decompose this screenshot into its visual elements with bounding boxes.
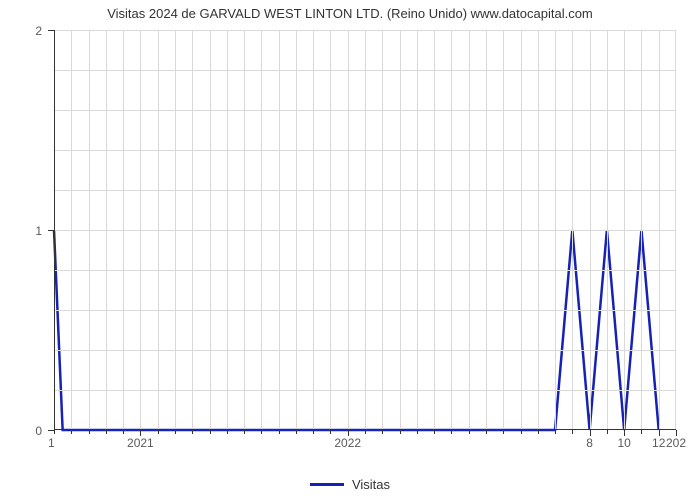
gridline-v bbox=[123, 30, 124, 430]
x-tick-minor bbox=[469, 430, 470, 434]
x-tick-minor bbox=[555, 430, 556, 434]
gridline-v bbox=[158, 30, 159, 430]
y-tick-label: 2 bbox=[0, 24, 42, 38]
x-tick-minor bbox=[572, 430, 573, 434]
y-axis bbox=[54, 30, 55, 430]
gridline-v bbox=[417, 30, 418, 430]
x-tick-minor bbox=[330, 430, 331, 434]
x-origin-label: 1 bbox=[48, 436, 68, 450]
legend-item-visitas: Visitas bbox=[310, 477, 390, 492]
gridline-v bbox=[313, 30, 314, 430]
plot-border-right bbox=[675, 30, 676, 430]
x-tick-minor bbox=[417, 430, 418, 434]
gridline-v bbox=[572, 30, 573, 430]
y-tick-label: 0 bbox=[0, 424, 42, 438]
x-tick-minor bbox=[106, 430, 107, 434]
x-tick-minor bbox=[192, 430, 193, 434]
chart-title: Visitas 2024 de GARVALD WEST LINTON LTD.… bbox=[0, 6, 700, 21]
gridline-v bbox=[330, 30, 331, 430]
gridline-v bbox=[434, 30, 435, 430]
x-tick-minor bbox=[365, 430, 366, 434]
gridline-v bbox=[296, 30, 297, 430]
x-tick-minor bbox=[400, 430, 401, 434]
legend-label: Visitas bbox=[352, 477, 390, 492]
y-tick-label: 1 bbox=[0, 224, 42, 238]
x-tick-minor bbox=[538, 430, 539, 434]
y-tick bbox=[48, 30, 54, 31]
x-tick-minor bbox=[503, 430, 504, 434]
chart-container: { "chart": { "type": "line", "title": "V… bbox=[0, 0, 700, 500]
gridline-v bbox=[71, 30, 72, 430]
x-tick-minor bbox=[210, 430, 211, 434]
x-tick-minor bbox=[607, 430, 608, 434]
x-tick-minor bbox=[434, 430, 435, 434]
y-tick bbox=[48, 230, 54, 231]
x-tick-minor bbox=[521, 430, 522, 434]
x-tick-label: 2022 bbox=[318, 436, 378, 450]
x-tick-minor bbox=[451, 430, 452, 434]
x-tick-minor bbox=[175, 430, 176, 434]
gridline-v bbox=[210, 30, 211, 430]
gridline-v bbox=[227, 30, 228, 430]
gridline-v bbox=[521, 30, 522, 430]
gridline-v bbox=[590, 30, 591, 430]
gridline-v bbox=[261, 30, 262, 430]
gridline-v bbox=[89, 30, 90, 430]
x-tick-minor bbox=[54, 430, 55, 434]
gridline-v bbox=[244, 30, 245, 430]
gridline-v bbox=[624, 30, 625, 430]
gridline-v bbox=[279, 30, 280, 430]
gridline-v bbox=[382, 30, 383, 430]
gridline-v bbox=[503, 30, 504, 430]
x-tick-minor bbox=[89, 430, 90, 434]
x-tick-minor bbox=[158, 430, 159, 434]
x-tick-minor bbox=[382, 430, 383, 434]
gridline-v bbox=[659, 30, 660, 430]
series-polyline bbox=[54, 230, 659, 430]
gridline-v bbox=[365, 30, 366, 430]
x-tick-label: 202 bbox=[646, 436, 700, 450]
gridline-v bbox=[555, 30, 556, 430]
x-tick-minor bbox=[313, 430, 314, 434]
x-tick-minor bbox=[279, 430, 280, 434]
gridline-v bbox=[451, 30, 452, 430]
gridline-v bbox=[348, 30, 349, 430]
x-tick-minor bbox=[261, 430, 262, 434]
legend-swatch bbox=[310, 483, 344, 486]
gridline-v bbox=[486, 30, 487, 430]
gridline-v bbox=[538, 30, 539, 430]
gridline-v bbox=[192, 30, 193, 430]
x-tick-minor bbox=[71, 430, 72, 434]
plot-area bbox=[54, 30, 676, 430]
legend: Visitas bbox=[0, 474, 700, 492]
gridline-v bbox=[641, 30, 642, 430]
gridline-v bbox=[607, 30, 608, 430]
gridline-v bbox=[469, 30, 470, 430]
gridline-v bbox=[175, 30, 176, 430]
gridline-v bbox=[400, 30, 401, 430]
x-tick-minor bbox=[641, 430, 642, 434]
x-tick-minor bbox=[486, 430, 487, 434]
x-tick-label: 2021 bbox=[110, 436, 170, 450]
x-tick-minor bbox=[227, 430, 228, 434]
x-tick-minor bbox=[296, 430, 297, 434]
gridline-v bbox=[140, 30, 141, 430]
plot-border-top bbox=[54, 30, 676, 31]
x-tick-minor bbox=[123, 430, 124, 434]
gridline-v bbox=[106, 30, 107, 430]
x-tick-minor bbox=[244, 430, 245, 434]
